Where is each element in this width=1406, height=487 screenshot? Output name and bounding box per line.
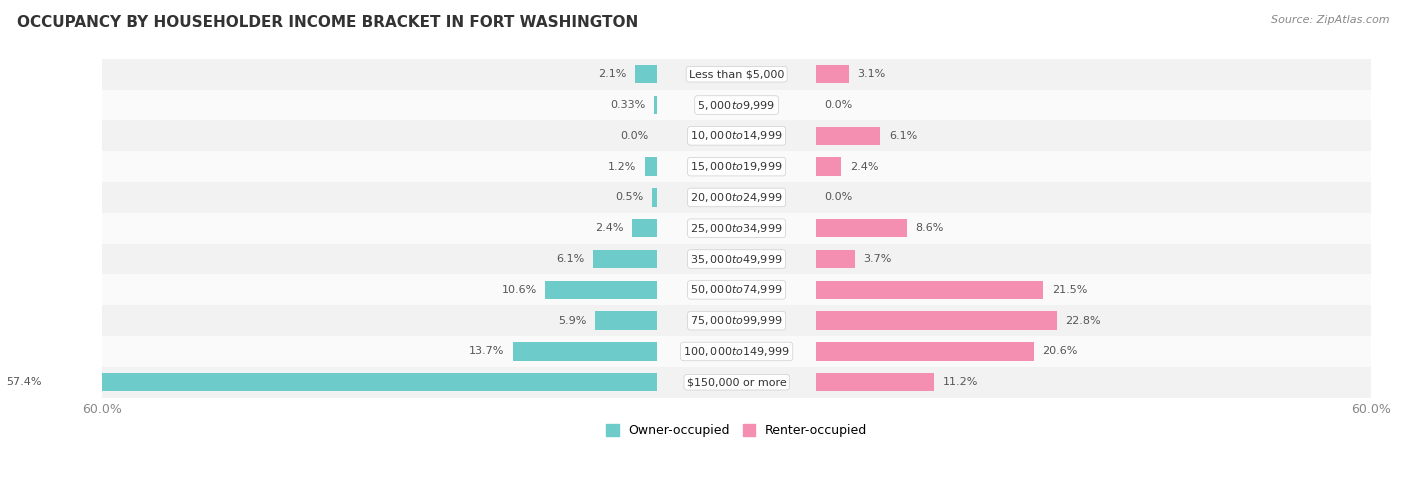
Text: 13.7%: 13.7% xyxy=(468,346,503,356)
Text: $35,000 to $49,999: $35,000 to $49,999 xyxy=(690,253,783,265)
Bar xyxy=(103,275,1371,305)
Bar xyxy=(103,213,1371,244)
Text: $15,000 to $19,999: $15,000 to $19,999 xyxy=(690,160,783,173)
Bar xyxy=(593,250,658,268)
Bar xyxy=(103,90,1371,120)
Text: 2.4%: 2.4% xyxy=(595,223,623,233)
Bar xyxy=(595,311,658,330)
Text: 0.5%: 0.5% xyxy=(616,192,644,203)
Bar xyxy=(815,157,841,176)
Text: 2.1%: 2.1% xyxy=(599,69,627,79)
Bar xyxy=(815,311,1057,330)
Bar xyxy=(103,244,1371,275)
Bar xyxy=(103,336,1371,367)
Text: 6.1%: 6.1% xyxy=(557,254,585,264)
Bar xyxy=(815,281,1043,299)
Text: 20.6%: 20.6% xyxy=(1042,346,1077,356)
Text: 1.2%: 1.2% xyxy=(607,162,636,171)
Text: 5.9%: 5.9% xyxy=(558,316,586,326)
Text: $5,000 to $9,999: $5,000 to $9,999 xyxy=(697,98,776,112)
Text: OCCUPANCY BY HOUSEHOLDER INCOME BRACKET IN FORT WASHINGTON: OCCUPANCY BY HOUSEHOLDER INCOME BRACKET … xyxy=(17,15,638,30)
Text: $25,000 to $34,999: $25,000 to $34,999 xyxy=(690,222,783,235)
Text: 3.7%: 3.7% xyxy=(863,254,891,264)
Text: $100,000 to $149,999: $100,000 to $149,999 xyxy=(683,345,790,358)
Text: 11.2%: 11.2% xyxy=(943,377,979,387)
Text: Source: ZipAtlas.com: Source: ZipAtlas.com xyxy=(1271,15,1389,25)
Bar xyxy=(103,305,1371,336)
Text: 6.1%: 6.1% xyxy=(889,131,917,141)
Bar xyxy=(815,342,1033,361)
Text: 0.33%: 0.33% xyxy=(610,100,645,110)
Bar xyxy=(51,373,658,392)
Bar xyxy=(636,65,658,83)
Text: 21.5%: 21.5% xyxy=(1052,285,1087,295)
Text: 57.4%: 57.4% xyxy=(7,377,42,387)
Bar xyxy=(103,120,1371,151)
Text: Less than $5,000: Less than $5,000 xyxy=(689,69,785,79)
Text: $50,000 to $74,999: $50,000 to $74,999 xyxy=(690,283,783,297)
Text: 0.0%: 0.0% xyxy=(620,131,650,141)
Text: 8.6%: 8.6% xyxy=(915,223,943,233)
Bar xyxy=(815,373,935,392)
Text: 3.1%: 3.1% xyxy=(858,69,886,79)
Legend: Owner-occupied, Renter-occupied: Owner-occupied, Renter-occupied xyxy=(600,419,872,442)
Text: 0.0%: 0.0% xyxy=(824,100,852,110)
Bar xyxy=(815,65,849,83)
Text: 2.4%: 2.4% xyxy=(849,162,879,171)
Bar xyxy=(513,342,658,361)
Bar xyxy=(654,96,658,114)
Bar xyxy=(103,151,1371,182)
Text: 10.6%: 10.6% xyxy=(502,285,537,295)
Bar xyxy=(652,188,658,206)
Text: $10,000 to $14,999: $10,000 to $14,999 xyxy=(690,130,783,142)
Bar xyxy=(645,157,658,176)
Text: 22.8%: 22.8% xyxy=(1066,316,1101,326)
Bar xyxy=(103,182,1371,213)
Text: $20,000 to $24,999: $20,000 to $24,999 xyxy=(690,191,783,204)
Bar xyxy=(103,367,1371,398)
Bar xyxy=(815,250,855,268)
Text: 0.0%: 0.0% xyxy=(824,192,852,203)
Bar xyxy=(546,281,658,299)
Text: $75,000 to $99,999: $75,000 to $99,999 xyxy=(690,314,783,327)
Bar xyxy=(815,219,907,238)
Bar xyxy=(103,59,1371,90)
Bar xyxy=(815,127,880,145)
Bar xyxy=(631,219,658,238)
Text: $150,000 or more: $150,000 or more xyxy=(686,377,786,387)
